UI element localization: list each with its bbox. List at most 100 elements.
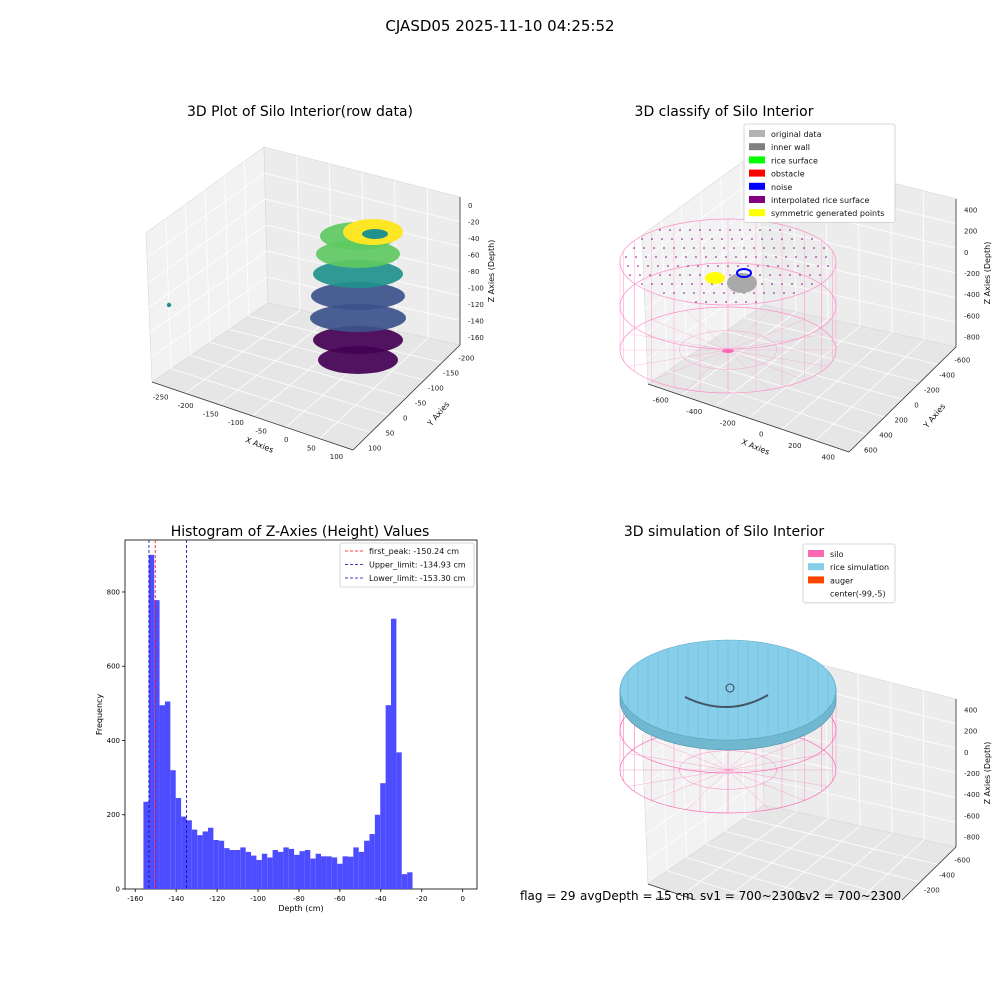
grid-line bbox=[815, 339, 925, 441]
silo-floor-spoke bbox=[727, 319, 805, 351]
surface-point bbox=[769, 274, 771, 276]
x-tick-label: -600 bbox=[653, 897, 669, 900]
surface-point bbox=[677, 265, 679, 267]
surface-point bbox=[805, 256, 807, 258]
surface-point bbox=[783, 292, 785, 294]
silo-floor-spoke bbox=[727, 349, 770, 390]
y-tick-label: -200 bbox=[458, 355, 474, 363]
surface-point bbox=[801, 283, 803, 285]
x-tick-label: 0 bbox=[284, 436, 288, 444]
legend-label: silo bbox=[830, 550, 844, 559]
z-tick-label: 200 bbox=[964, 228, 977, 236]
surface-point bbox=[773, 292, 775, 294]
grid-line bbox=[146, 172, 461, 259]
surface-point bbox=[789, 274, 791, 276]
x-tick-label: -250 bbox=[153, 393, 169, 401]
histogram-bar bbox=[164, 701, 171, 889]
x-tick-label: 200 bbox=[788, 442, 801, 450]
surface-point bbox=[825, 256, 827, 258]
surface-point bbox=[781, 238, 783, 240]
x-tick-label: -100 bbox=[228, 419, 244, 427]
silo-floor-ring bbox=[679, 750, 777, 790]
legend-swatch bbox=[749, 156, 765, 164]
z-tick-label: -120 bbox=[468, 301, 484, 309]
silo-ring bbox=[619, 218, 837, 306]
surface-point bbox=[637, 265, 639, 267]
y-tick-label: 0 bbox=[403, 415, 407, 423]
surface-point bbox=[667, 265, 669, 267]
legend-swatch bbox=[749, 143, 765, 151]
y-axis-label: Y Axies bbox=[921, 402, 947, 431]
histogram-bar bbox=[213, 839, 219, 889]
legend-label: interpolated rice surface bbox=[771, 196, 869, 205]
histogram-chart: -160 -140 -120 -100 -80 -60 -40 -20 0 0 200 400 600 8… bbox=[95, 539, 478, 913]
surface-point bbox=[679, 229, 681, 231]
surface-point bbox=[651, 283, 653, 285]
histogram-bar bbox=[385, 705, 392, 889]
y-tick-label: -600 bbox=[954, 357, 970, 365]
x-tick-label: -100 bbox=[250, 895, 266, 903]
x-axis-line bbox=[647, 883, 697, 900]
histogram-bar bbox=[337, 863, 343, 889]
histogram-bar bbox=[143, 801, 149, 889]
y-tick-label: 600 bbox=[107, 663, 120, 671]
surface-point bbox=[669, 229, 671, 231]
surface-point bbox=[811, 238, 813, 240]
surface-point bbox=[777, 265, 779, 267]
z-tick-label: -60 bbox=[468, 252, 479, 260]
surface-point bbox=[795, 256, 797, 258]
classify-plot-title: 3D classify of Silo Interior bbox=[634, 104, 814, 120]
grid-line bbox=[319, 337, 429, 439]
surface-point bbox=[659, 229, 661, 231]
y-axis-label: Y Axies bbox=[425, 400, 451, 429]
surface-point bbox=[735, 256, 737, 258]
y-tick-label: 100 bbox=[368, 445, 381, 453]
z-tick-label: -160 bbox=[468, 334, 484, 342]
surface-point bbox=[729, 274, 731, 276]
z-tick-label: -400 bbox=[964, 791, 980, 799]
histogram-bar bbox=[358, 851, 365, 889]
silo-floor-spoke bbox=[686, 310, 729, 351]
histogram-bar bbox=[202, 831, 209, 889]
legend-swatch bbox=[749, 169, 765, 177]
histogram-bar bbox=[288, 848, 295, 889]
rice-mesh bbox=[627, 642, 829, 738]
surface-point bbox=[799, 274, 801, 276]
silo-floor-spoke bbox=[727, 769, 828, 787]
surface-point bbox=[771, 283, 773, 285]
y-tick-label: -50 bbox=[415, 400, 426, 408]
x-tick-label: -200 bbox=[720, 419, 736, 427]
histogram-bar bbox=[396, 752, 402, 889]
y-tick-label: -400 bbox=[939, 872, 955, 880]
histogram-bar bbox=[256, 860, 262, 889]
y-axis-label: Frequency bbox=[95, 694, 104, 736]
histogram-bar bbox=[208, 827, 214, 889]
surface-point bbox=[721, 283, 723, 285]
surface-point bbox=[759, 229, 761, 231]
surface-point bbox=[779, 274, 781, 276]
surface-point bbox=[759, 274, 761, 276]
surface-point bbox=[775, 256, 777, 258]
x-tick-label: -160 bbox=[127, 895, 143, 903]
legend-swatch bbox=[749, 209, 765, 217]
surface-point bbox=[715, 256, 717, 258]
surface-point bbox=[675, 256, 677, 258]
surface-point bbox=[815, 256, 817, 258]
histogram-bar bbox=[186, 820, 192, 889]
surface-point bbox=[707, 265, 709, 267]
z-tick-label: -80 bbox=[468, 268, 479, 276]
histogram-bar bbox=[299, 851, 305, 889]
x-tick-label: -40 bbox=[375, 895, 386, 903]
legend-label: auger bbox=[830, 576, 854, 585]
surface-point bbox=[739, 229, 741, 231]
legend-frame bbox=[802, 543, 896, 604]
surface-point bbox=[703, 247, 705, 249]
y-tick-label: 400 bbox=[879, 432, 892, 440]
histogram-bar bbox=[380, 783, 386, 889]
z-tick-label: 400 bbox=[964, 707, 977, 715]
legend-label: Lower_limit: -153.30 cm bbox=[369, 574, 466, 583]
z-tick-label: -20 bbox=[468, 219, 479, 227]
surface-point bbox=[719, 229, 721, 231]
surface-point bbox=[791, 238, 793, 240]
surface-point bbox=[705, 301, 707, 303]
